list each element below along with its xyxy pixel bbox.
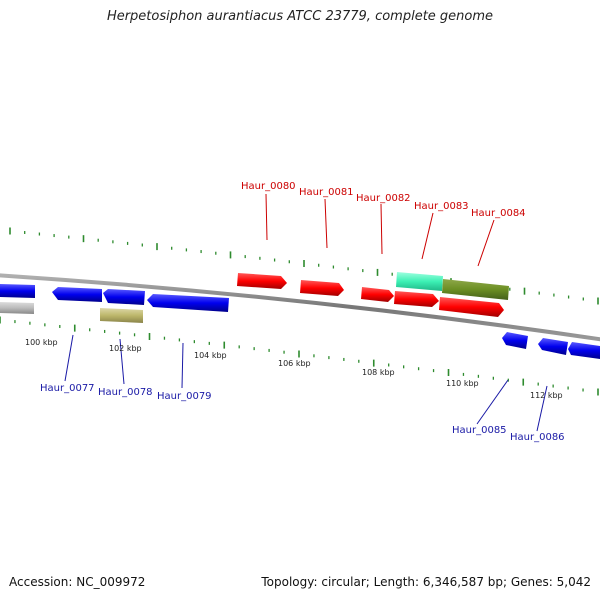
scale-label: 108 kbp — [362, 368, 395, 377]
gene-label: Haur_0082 — [356, 193, 411, 204]
genome-backbone — [0, 273, 600, 342]
gene-label: Haur_0083 — [414, 201, 469, 212]
gene-arrow-haur-0082 — [361, 287, 394, 302]
gene-arrow-haur-0078 — [100, 308, 143, 323]
gene-arrow-haur-0079 — [147, 294, 229, 312]
gene-arrow-haur-0077 — [52, 287, 102, 302]
gene-label: Haur_0080 — [241, 181, 296, 192]
gene-label: Haur_0078 — [98, 387, 153, 398]
scale-label: 112 kbp — [530, 391, 563, 400]
gene-label: Haur_0077 — [40, 383, 95, 394]
scale-label: 100 kbp — [25, 338, 58, 347]
gene-label: Haur_0085 — [452, 425, 507, 436]
gene-arrow-haur-0081 — [300, 280, 344, 296]
scale-label: 102 kbp — [109, 344, 142, 353]
gene-label: Haur_0081 — [299, 187, 354, 198]
gene-arrow — [394, 291, 439, 307]
scale-label: 104 kbp — [194, 351, 227, 360]
diagram-title: Herpetosiphon aurantiacus ATCC 23779, co… — [106, 9, 494, 24]
gene-features — [0, 272, 600, 359]
leader-lines — [64, 193, 548, 432]
gene-label: Haur_0086 — [510, 432, 565, 443]
gene-arrow-haur-0080 — [237, 273, 287, 289]
scale-label: 110 kbp — [446, 379, 479, 388]
gene-arrow-haur-0084 — [442, 279, 509, 300]
gene-arrow — [103, 289, 145, 305]
scale-ticks — [0, 227, 599, 396]
topology-info: Topology: circular; Length: 6,346,587 bp… — [261, 575, 591, 589]
gene-label: Haur_0079 — [157, 391, 212, 402]
gene-arrow-haur-0086 — [538, 338, 568, 355]
gene-label: Haur_0084 — [471, 208, 526, 219]
gene-arrow-haur-0083 — [396, 272, 443, 291]
scale-label: 106 kbp — [278, 359, 311, 368]
gene-arrow — [0, 302, 34, 314]
accession-text: Accession: NC_009972 — [9, 575, 146, 589]
gene-arrow-haur-0085 — [502, 332, 528, 349]
gene-arrow — [568, 342, 600, 359]
gene-arrow — [0, 284, 35, 298]
gene-arrow — [439, 297, 504, 317]
